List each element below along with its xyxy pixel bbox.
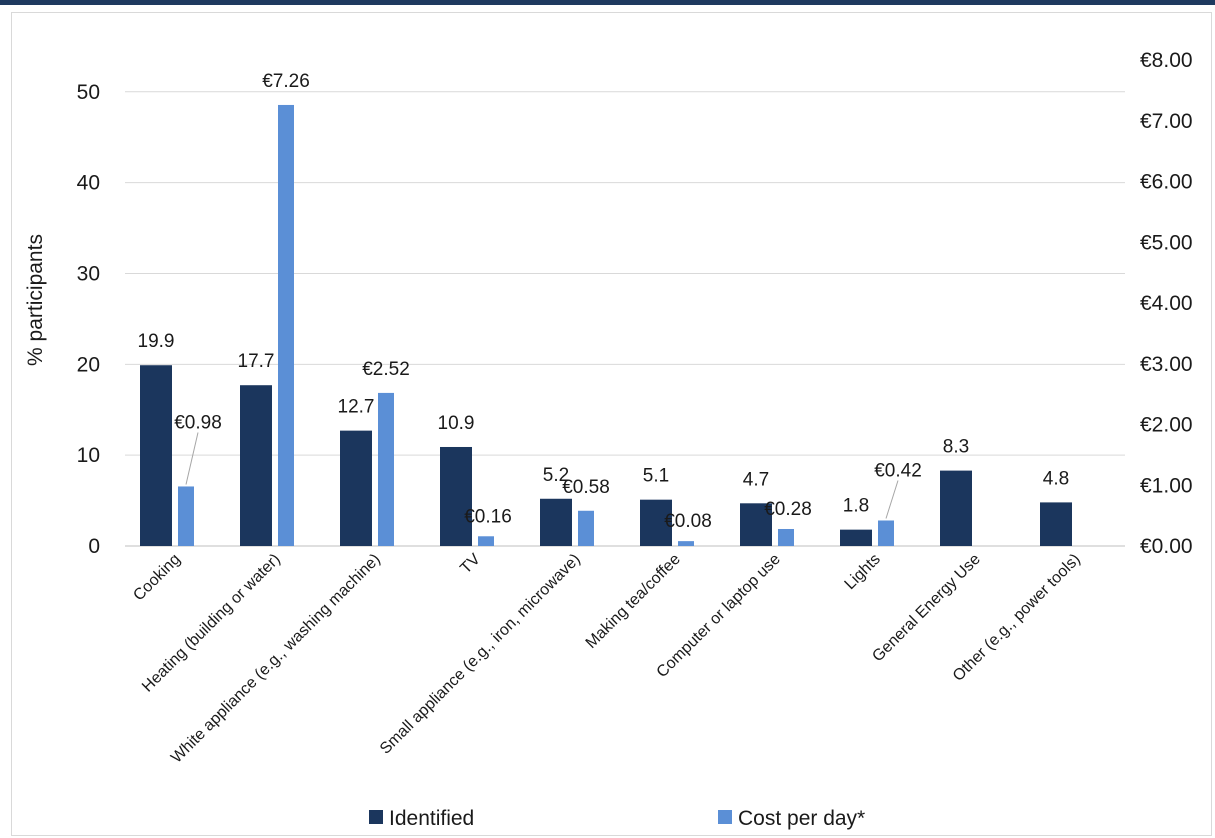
bar-cost (478, 536, 494, 546)
bar-cost (578, 510, 594, 546)
y2-tick-label: €8.00 (1140, 49, 1193, 72)
data-label-identified: 5.1 (643, 466, 669, 487)
data-label-cost: €0.98 (174, 412, 222, 433)
data-label-cost: €0.42 (874, 460, 922, 481)
category-label: Cooking (130, 551, 184, 605)
y2-tick-label: €7.00 (1140, 110, 1193, 133)
bar-cost (878, 520, 894, 546)
bar-cost (778, 528, 794, 546)
data-label-cost: €0.58 (562, 477, 610, 498)
category-label: Lights (842, 551, 884, 593)
category-label: Making tea/coffee (583, 551, 684, 652)
data-label-identified: 4.7 (743, 469, 769, 490)
y-axis-title: % participants (24, 234, 47, 366)
category-label: White appliance (e.g., washing machine) (168, 551, 384, 767)
data-label-cost: €7.26 (262, 71, 310, 92)
category-label: Small appliance (e.g., iron, microwave) (377, 551, 584, 758)
data-label-identified: 12.7 (338, 397, 375, 418)
bar-identified (140, 365, 172, 546)
leader-line (885, 480, 899, 519)
y-tick-label: 30 (77, 262, 100, 285)
bar-identified (540, 498, 572, 546)
data-label-cost: €0.08 (664, 511, 712, 532)
bar-cost (178, 486, 194, 546)
bar-identified (940, 470, 972, 546)
legend-label: Cost per day* (738, 807, 865, 830)
bar-cost (678, 541, 694, 546)
y2-tick-label: €6.00 (1140, 171, 1193, 194)
category-label: TV (457, 551, 484, 578)
legend-swatch (718, 810, 732, 824)
bar-identified (340, 430, 372, 546)
legend-label: Identified (389, 807, 474, 830)
y2-tick-label: €3.00 (1140, 353, 1193, 376)
category-label: General Energy Use (869, 551, 984, 666)
data-label-identified: 19.9 (138, 331, 175, 352)
bar-identified (240, 385, 272, 546)
chart-frame (11, 12, 1212, 836)
gridlines (125, 91, 1125, 547)
data-label-identified: 1.8 (843, 496, 869, 517)
leader-line (185, 432, 199, 485)
y2-tick-label: €1.00 (1140, 474, 1193, 497)
data-label-identified: 17.7 (238, 351, 275, 372)
data-label-identified: 5.2 (543, 465, 569, 486)
data-label-cost: €0.28 (764, 499, 812, 520)
data-label-identified: 10.9 (438, 413, 475, 434)
data-label-identified: 8.3 (943, 437, 969, 458)
y2-tick-label: €5.00 (1140, 231, 1193, 254)
y-tick-label: 0 (88, 535, 100, 558)
y-axis-right: €0.00 €1.00 €2.00 €3.00 €4.00 €5.00 €6.00 €7.00… (1140, 49, 1193, 558)
data-label-cost: €0.16 (464, 506, 512, 527)
top-border-bar (0, 0, 1215, 5)
y-tick-label: 50 (77, 81, 100, 104)
bar-identified (440, 446, 472, 546)
data-label-cost: €2.52 (362, 359, 410, 380)
bar-identified (740, 503, 772, 546)
legend-swatch (369, 810, 383, 824)
y-axis-left: 0 10 20 30 40 50 (77, 81, 100, 558)
y-tick-label: 20 (77, 353, 100, 376)
legend: Identified Cost per day* (369, 807, 865, 830)
y2-tick-label: €0.00 (1140, 535, 1193, 558)
y-tick-label: 40 (77, 172, 100, 195)
bar-cost (278, 104, 294, 546)
bar-identified (1040, 502, 1072, 546)
bar-cost (378, 392, 394, 546)
data-labels: 19.9€0.9817.7€7.2612.7€2.5210.9€0.165.2€… (138, 71, 1070, 532)
bar-identified (840, 529, 872, 546)
y2-tick-label: €4.00 (1140, 292, 1193, 315)
data-label-identified: 4.8 (1043, 468, 1069, 489)
y2-tick-label: €2.00 (1140, 414, 1193, 437)
bar-identified (640, 499, 672, 546)
bars (140, 104, 1072, 546)
y-tick-label: 10 (77, 444, 100, 467)
